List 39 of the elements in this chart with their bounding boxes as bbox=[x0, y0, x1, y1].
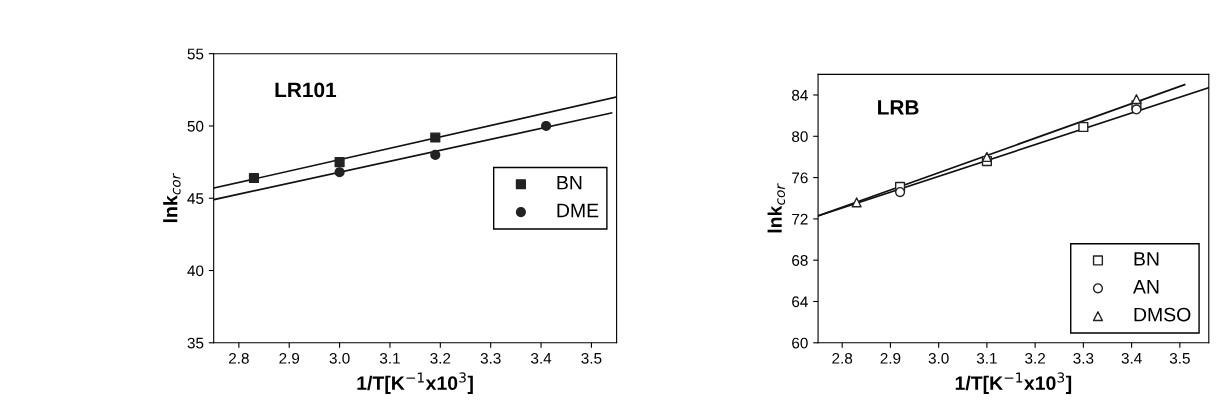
x-tick-label: 3.4 bbox=[1121, 352, 1142, 364]
x-tick-label: 2.9 bbox=[880, 352, 901, 364]
x-tick-label: 3.0 bbox=[329, 352, 350, 364]
x-tick-label: 3.3 bbox=[480, 352, 501, 364]
x-tick-label: 3.0 bbox=[928, 352, 949, 364]
y-tick-label: 64 bbox=[792, 296, 808, 308]
y-tick-label: 72 bbox=[792, 213, 808, 225]
legend-label: DME bbox=[557, 203, 599, 218]
y-tick-label: 60 bbox=[792, 337, 808, 349]
y-axis-title: lnk$_{cor}$ bbox=[767, 183, 786, 233]
text: LRB bbox=[878, 100, 919, 115]
y-tick-label: 80 bbox=[792, 131, 808, 142]
y-tick-label: 50 bbox=[187, 120, 204, 132]
x-tick-label: 3.2 bbox=[430, 352, 451, 364]
y-tick-label: 76 bbox=[792, 172, 808, 184]
y-tick-label: 40 bbox=[187, 265, 204, 277]
y-tick-label: 68 bbox=[792, 255, 808, 266]
legend-label: AN bbox=[1133, 280, 1159, 294]
x-tick-label: 3.3 bbox=[1073, 352, 1094, 364]
legend-label: DMSO bbox=[1134, 307, 1191, 322]
x-tick-label: 2.9 bbox=[279, 352, 300, 364]
x-tick-label: 3.1 bbox=[976, 352, 997, 364]
x-axis-title: 1/T[K$^{−1}$x10$^{3}$] bbox=[357, 372, 473, 394]
x-axis-title: 1/T[K$^{−1}$x10$^{3}$] bbox=[955, 372, 1072, 394]
legend-label: BN bbox=[1134, 252, 1159, 266]
x-tick-label: 3.2 bbox=[1025, 352, 1045, 364]
y-axis-title: lnk$_{cor}$ bbox=[163, 173, 181, 223]
y-tick-label: 45 bbox=[187, 193, 204, 204]
x-tick-label: 3.1 bbox=[379, 352, 400, 364]
x-tick-label: 2.8 bbox=[229, 352, 249, 364]
x-tick-label: 3.5 bbox=[1169, 352, 1190, 364]
y-tick-label: 55 bbox=[187, 48, 204, 60]
x-tick-label: 3.4 bbox=[531, 352, 552, 364]
y-tick-label: 84 bbox=[792, 89, 808, 101]
text: LR101 bbox=[275, 82, 337, 98]
legend-label: BN bbox=[557, 175, 582, 190]
x-tick-label: 2.8 bbox=[832, 352, 853, 364]
y-tick-label: 35 bbox=[187, 337, 204, 349]
x-tick-label: 3.5 bbox=[581, 352, 602, 364]
